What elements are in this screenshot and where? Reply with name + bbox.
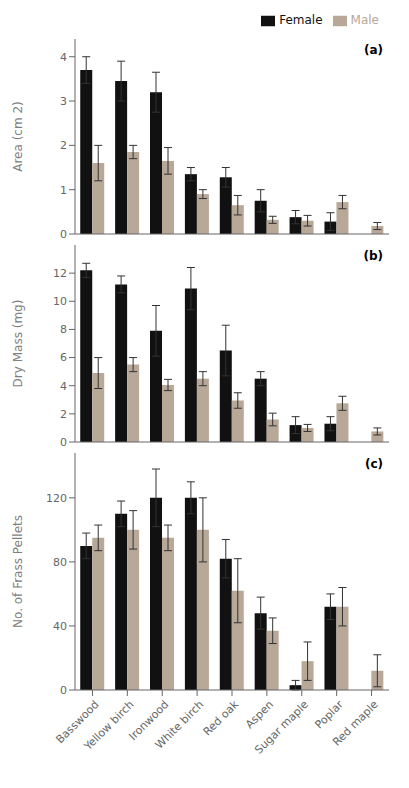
svg-text:1: 1	[60, 184, 67, 197]
svg-text:Basswood: Basswood	[53, 698, 102, 747]
svg-text:80: 80	[53, 556, 67, 569]
svg-text:Aspen: Aspen	[243, 698, 276, 731]
html-text:Male: Male	[350, 13, 379, 27]
svg-text:2: 2	[60, 139, 67, 152]
svg-text:Red oak: Red oak	[201, 698, 242, 739]
html-text:Female: Female	[279, 13, 323, 27]
svg-text:Sugar maple: Sugar maple	[252, 698, 311, 757]
svg-text:4: 4	[60, 380, 67, 393]
svg-text:0: 0	[60, 228, 67, 240]
svg-text:8: 8	[60, 323, 67, 336]
svg-text:40: 40	[53, 620, 67, 633]
svg-text:2: 2	[60, 408, 67, 421]
svg-text:3: 3	[60, 95, 67, 108]
svg-text:4: 4	[60, 51, 67, 64]
svg-text:12: 12	[53, 267, 67, 280]
svg-text:White birch: White birch	[153, 698, 207, 752]
svg-text:No. of Frass Pellets: No. of Frass Pellets	[11, 515, 25, 628]
svg-text:120: 120	[46, 492, 67, 505]
svg-text:0: 0	[60, 436, 67, 448]
svg-text:0: 0	[60, 684, 67, 697]
svg-text:Ironwood: Ironwood	[126, 698, 172, 743]
html-text:(b): (b)	[363, 249, 383, 263]
svg-text:Red maple: Red maple	[330, 698, 381, 749]
html-text:(c): (c)	[364, 457, 383, 471]
svg-text:Poplar: Poplar	[312, 698, 346, 732]
svg-text:Area (cm 2): Area (cm 2)	[11, 101, 25, 172]
html-text:(a): (a)	[363, 43, 383, 57]
svg-text:Dry Mass (mg): Dry Mass (mg)	[11, 300, 25, 388]
svg-text:Yellow birch: Yellow birch	[81, 698, 137, 754]
svg-text:6: 6	[60, 351, 67, 364]
svg-text:10: 10	[53, 295, 67, 308]
